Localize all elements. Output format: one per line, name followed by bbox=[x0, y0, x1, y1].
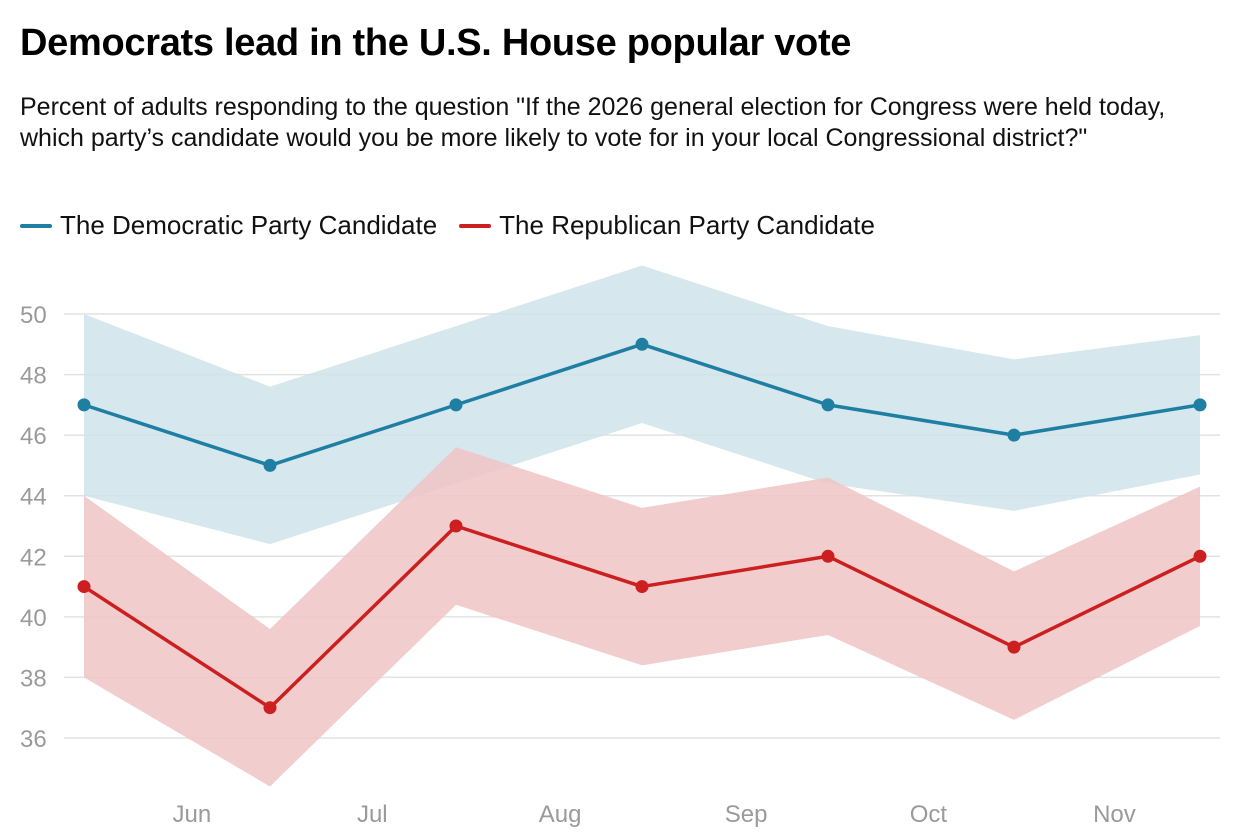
data-point bbox=[821, 398, 835, 412]
y-tick-label: 42 bbox=[20, 544, 47, 571]
x-tick-label: Jul bbox=[357, 801, 388, 828]
legend-item-democratic: The Democratic Party Candidate bbox=[20, 210, 437, 241]
data-point bbox=[449, 519, 463, 533]
legend: The Democratic Party Candidate The Repub… bbox=[20, 210, 875, 241]
legend-item-republican: The Republican Party Candidate bbox=[459, 210, 875, 241]
legend-label-republican: The Republican Party Candidate bbox=[499, 210, 875, 240]
y-tick-label: 44 bbox=[20, 484, 47, 511]
x-tick-label: Sep bbox=[725, 801, 768, 828]
data-point bbox=[263, 458, 277, 472]
x-tick-label: Jun bbox=[173, 801, 212, 828]
legend-swatch-republican bbox=[459, 223, 492, 228]
x-tick-label: Nov bbox=[1093, 801, 1136, 828]
data-point bbox=[635, 337, 649, 351]
y-tick-label: 50 bbox=[20, 302, 47, 329]
chart-subtitle: Percent of adults responding to the ques… bbox=[20, 93, 1166, 152]
y-tick-label: 36 bbox=[20, 726, 47, 753]
confidence-band-0 bbox=[84, 265, 1200, 545]
data-point bbox=[77, 398, 91, 412]
data-point bbox=[1007, 428, 1021, 442]
legend-swatch-democratic bbox=[20, 223, 52, 228]
y-tick-label: 40 bbox=[20, 605, 47, 632]
y-tick-label: 46 bbox=[20, 423, 47, 450]
data-point bbox=[1193, 549, 1207, 563]
legend-label-democratic: The Democratic Party Candidate bbox=[60, 210, 438, 240]
data-point bbox=[635, 580, 649, 594]
data-point bbox=[77, 580, 91, 594]
confidence-band-1 bbox=[84, 447, 1200, 787]
data-point bbox=[263, 701, 277, 715]
x-tick-label: Oct bbox=[910, 801, 948, 828]
y-tick-label: 48 bbox=[20, 363, 47, 390]
chart-title: Democrats lead in the U.S. House popular… bbox=[20, 22, 852, 64]
data-point bbox=[449, 398, 463, 412]
x-tick-label: Aug bbox=[539, 801, 582, 828]
data-point bbox=[1193, 398, 1207, 412]
data-point bbox=[821, 549, 835, 563]
y-tick-label: 38 bbox=[20, 665, 47, 692]
data-point bbox=[1007, 640, 1021, 654]
